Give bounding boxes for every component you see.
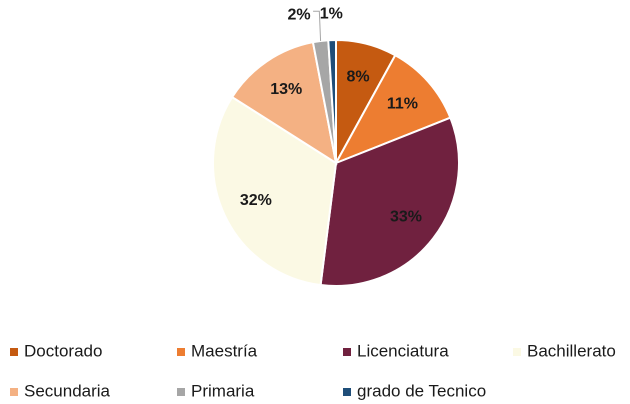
- legend-label: Licenciatura: [357, 341, 449, 360]
- pie-slice: [327, 38, 337, 164]
- pie-slice: [319, 116, 460, 287]
- legend-label: Maestría: [191, 341, 258, 360]
- data-label: 32%: [240, 192, 272, 209]
- data-label: 33%: [390, 208, 422, 225]
- legend-marker: [177, 348, 185, 356]
- legend-label: Bachillerato: [527, 341, 616, 360]
- data-label: 2%: [288, 6, 311, 23]
- legend-marker: [10, 388, 18, 396]
- legend-label: Secundaria: [24, 381, 111, 400]
- data-label: 8%: [346, 68, 369, 85]
- legend-label: Doctorado: [24, 341, 102, 360]
- legend-marker: [10, 348, 18, 356]
- pie-slice: [333, 53, 452, 165]
- data-label: 1%: [320, 5, 343, 22]
- legend-marker: [177, 388, 185, 396]
- pie-slice: [230, 41, 338, 166]
- legend-marker: [343, 348, 351, 356]
- data-label: 11%: [387, 96, 418, 113]
- legend-label: grado de Tecnico: [357, 381, 486, 400]
- data-label: 13%: [270, 81, 302, 98]
- leader-line: [313, 10, 322, 41]
- legend-marker: [343, 388, 351, 396]
- legend-label: Primaria: [191, 381, 255, 400]
- legend-marker: [513, 348, 521, 356]
